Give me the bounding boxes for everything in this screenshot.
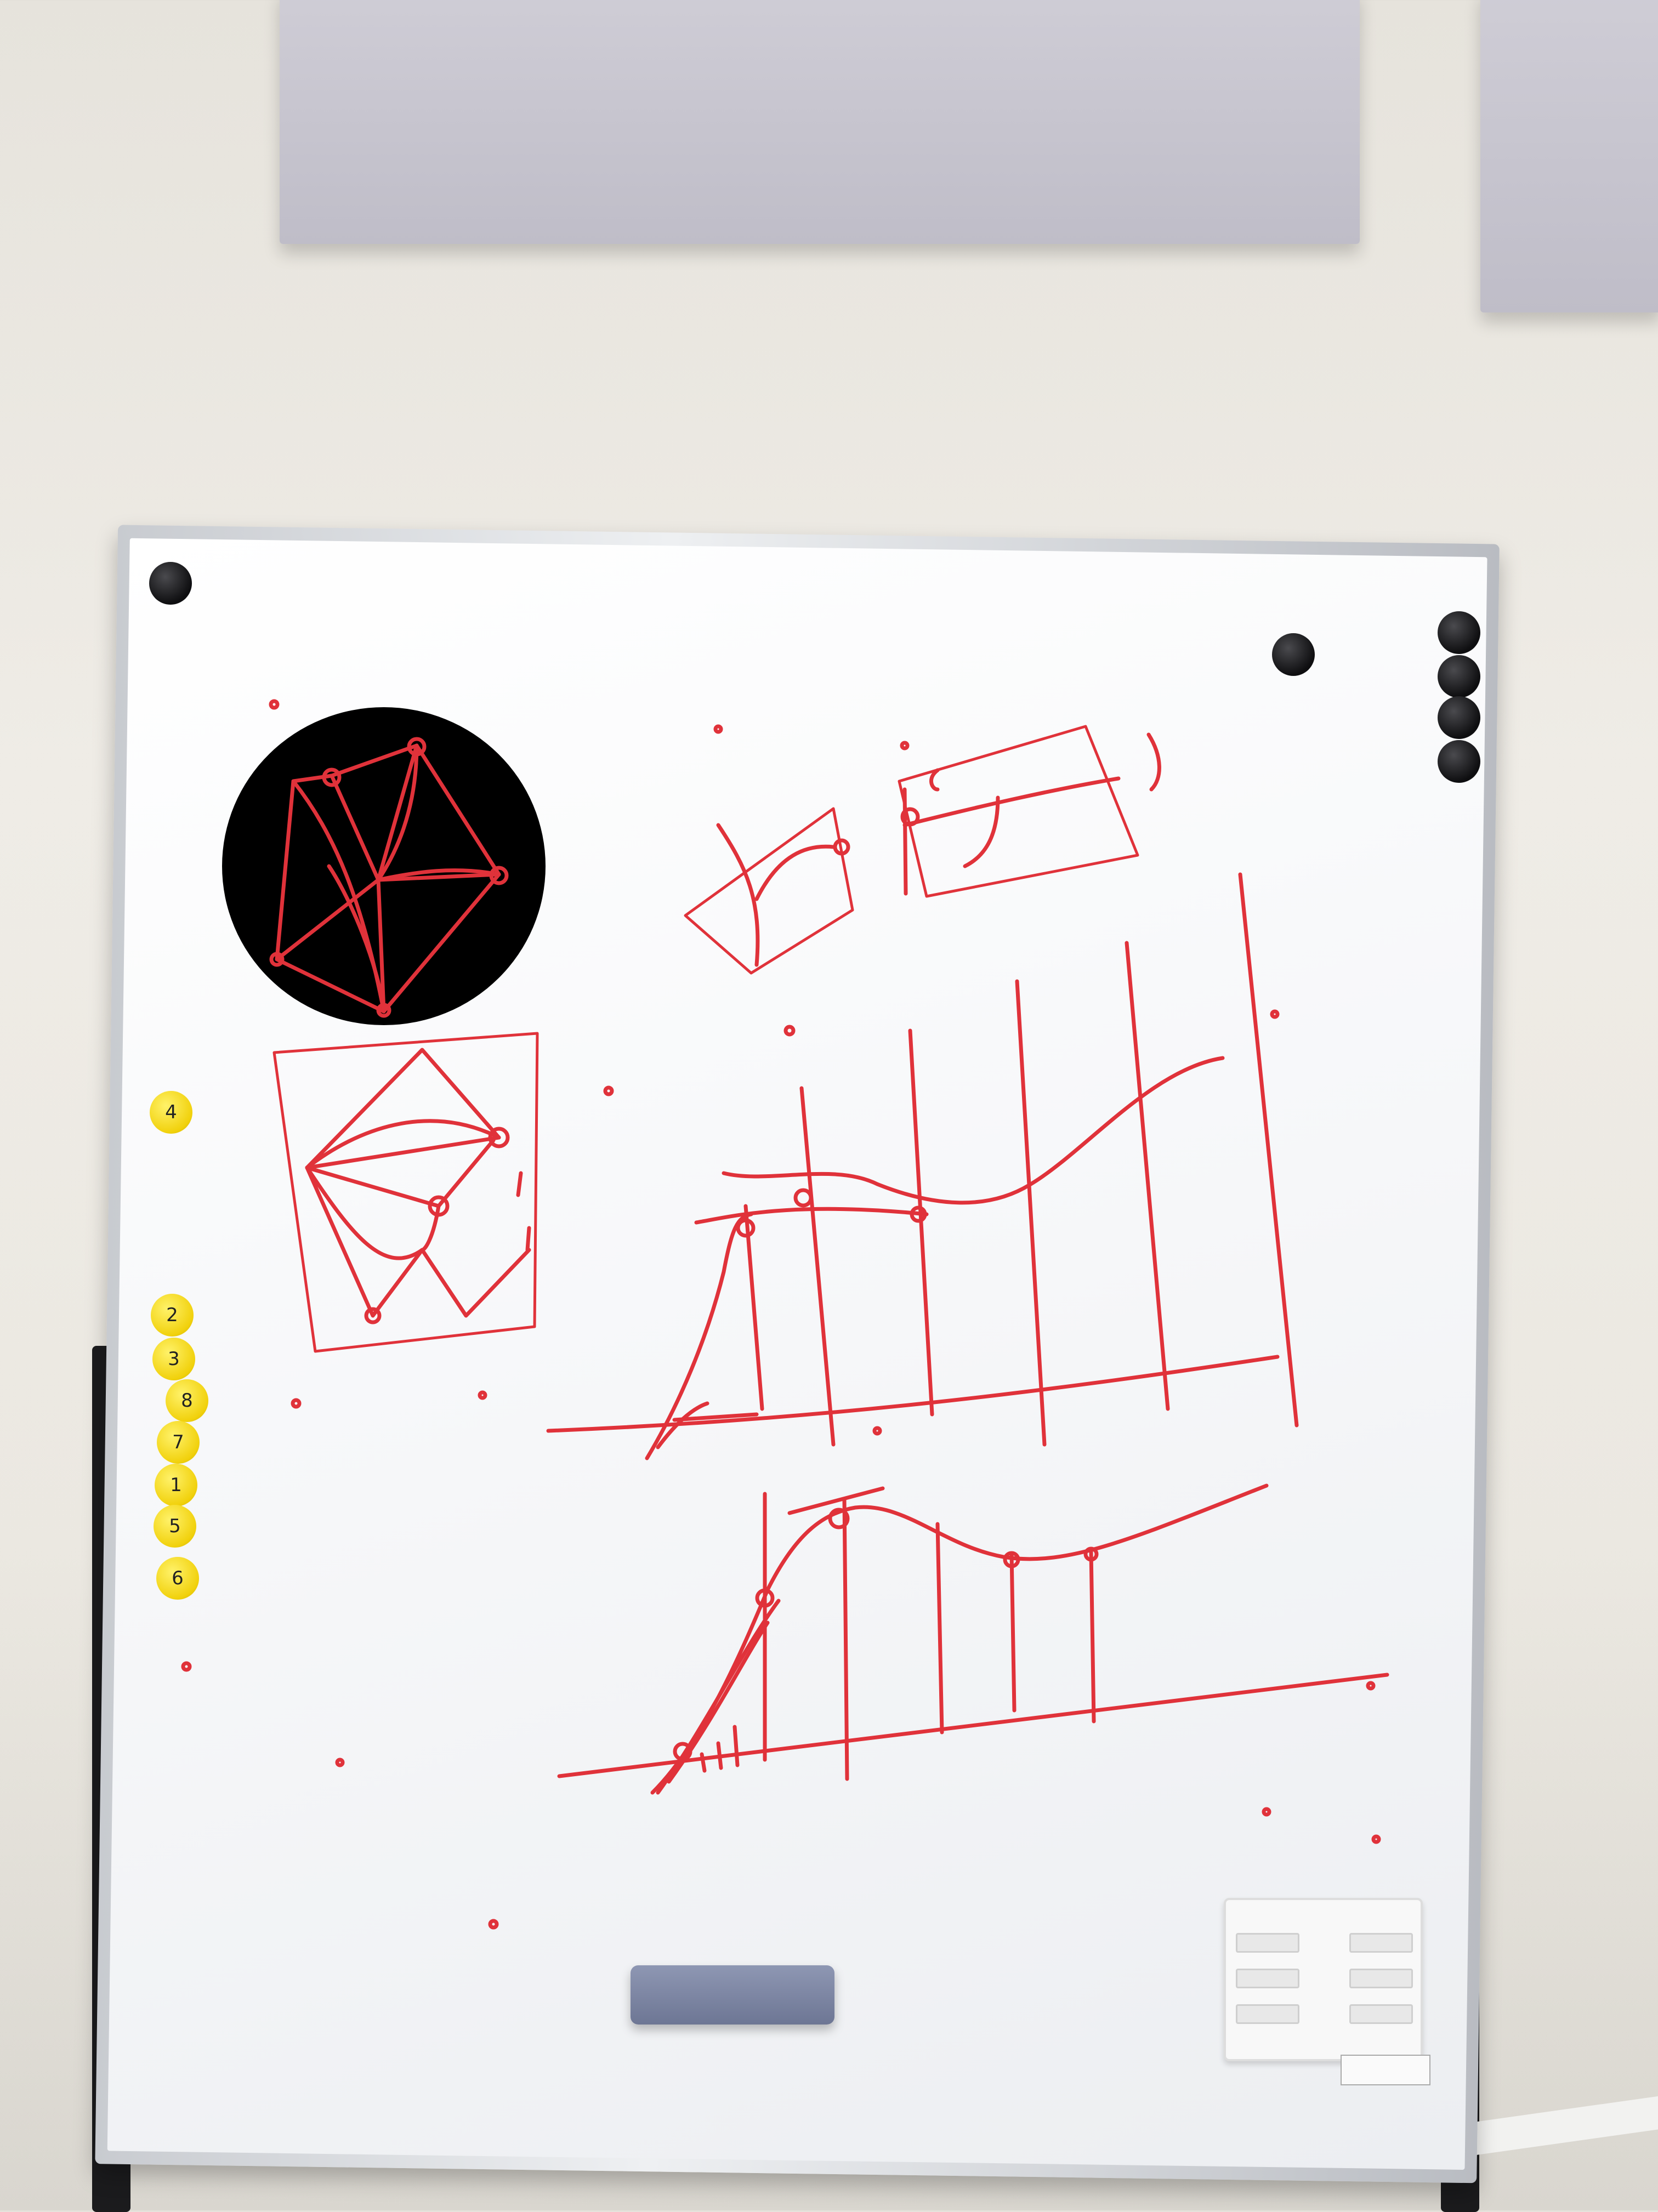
tray-slot — [1349, 2004, 1413, 2024]
magnet-number: 8 — [181, 1390, 193, 1412]
yellow-magnet[interactable]: 3 — [152, 1338, 195, 1380]
tray-slot — [1236, 1969, 1299, 1988]
sketch-rectangle — [898, 725, 1161, 898]
black-magnet-stack-2[interactable] — [1438, 655, 1480, 698]
whiteboard-eraser[interactable] — [631, 1965, 834, 2025]
sketch-graph-lower — [557, 1483, 1389, 1795]
sketch-parallelogram — [684, 807, 854, 975]
sketch-boxed-net — [272, 1032, 539, 1353]
black-magnet-top-left[interactable] — [149, 562, 192, 605]
magnet-number: 7 — [172, 1431, 184, 1453]
magnet-number: 5 — [169, 1515, 181, 1537]
black-magnet-stack-1[interactable] — [1438, 611, 1480, 654]
yellow-magnet[interactable]: 2 — [151, 1294, 194, 1337]
tray-slot — [1236, 2004, 1299, 2024]
blue-specks — [181, 699, 1381, 1930]
magnet-number: 4 — [165, 1101, 177, 1123]
yellow-magnet[interactable]: 1 — [155, 1464, 197, 1506]
acoustic-panel-left — [280, 0, 1360, 244]
yellow-magnet[interactable]: 5 — [154, 1505, 196, 1548]
acoustic-panel-right — [1480, 0, 1658, 312]
tray-slot — [1349, 1933, 1413, 1953]
magnet-number: 6 — [172, 1567, 184, 1589]
tray-slot — [1236, 1933, 1299, 1953]
yellow-magnet[interactable]: 7 — [157, 1421, 200, 1464]
yellow-magnet[interactable]: 8 — [166, 1379, 208, 1422]
magnet-number: 2 — [166, 1304, 178, 1326]
magnet-number: 3 — [168, 1348, 180, 1370]
tray-slot — [1349, 1969, 1413, 1988]
marker-holder-tray — [1224, 1898, 1423, 2061]
magnet-number: 1 — [170, 1474, 182, 1496]
sketch-circle-net — [222, 707, 546, 1025]
black-magnet-top-right[interactable] — [1272, 633, 1315, 676]
black-magnet-stack-4[interactable] — [1438, 740, 1480, 783]
product-label-sticker — [1341, 2055, 1430, 2085]
yellow-magnet[interactable]: 6 — [156, 1557, 199, 1600]
black-magnet-stack-3[interactable] — [1438, 696, 1480, 739]
sketch-graph-upper — [546, 872, 1299, 1460]
yellow-magnet[interactable]: 4 — [150, 1091, 192, 1134]
